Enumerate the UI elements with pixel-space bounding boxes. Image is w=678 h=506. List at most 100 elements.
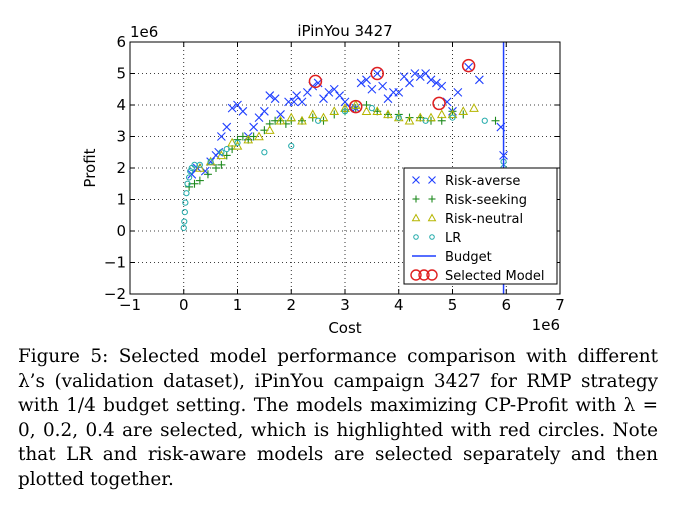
- x-tick-label: 2: [286, 296, 296, 314]
- legend-swatch-risk-neutral: [411, 213, 421, 222]
- risk-averse-point-stroke: [292, 91, 302, 100]
- y-tick-label: 4: [116, 96, 126, 114]
- risk-averse-point-stroke: [259, 106, 269, 116]
- risk-averse-point: [415, 72, 425, 82]
- legend-item-budget: Budget: [412, 250, 492, 265]
- risk-averse-point-stroke: [410, 69, 420, 78]
- risk-averse-point-stroke: [474, 75, 484, 85]
- legend-label-lr: LR: [445, 231, 461, 246]
- y-tick-label: 1: [116, 191, 126, 209]
- risk-averse-point: [383, 94, 393, 104]
- risk-seeking-point: [491, 116, 500, 125]
- y-tick-label: 5: [116, 65, 126, 83]
- risk-averse-point: [302, 88, 312, 97]
- lr-point: [182, 199, 189, 206]
- y-tick-label: 6: [116, 33, 126, 51]
- risk-averse-point-stroke: [421, 69, 431, 78]
- selected-model-point: [308, 74, 323, 89]
- legend-item-risk-averse: Risk-averse: [412, 174, 520, 189]
- risk-averse-point-stroke: [276, 110, 285, 119]
- risk-averse-point: [276, 110, 285, 119]
- risk-averse-point-stroke: [200, 166, 210, 176]
- risk-averse-point-stroke: [297, 97, 307, 107]
- risk-averse-point: [238, 106, 248, 116]
- risk-averse-point-stroke: [372, 69, 382, 78]
- risk-neutral-point: [415, 112, 426, 122]
- y-tick-label: −2: [104, 285, 126, 303]
- risk-averse-point-stroke: [254, 113, 264, 122]
- risk-averse-point: [394, 88, 404, 97]
- risk-neutral-point: [307, 109, 318, 119]
- risk-averse-point-stroke: [383, 94, 393, 104]
- lr-point: [315, 117, 322, 124]
- risk-neutral-point: [243, 134, 254, 144]
- x-tick-label: −1: [119, 296, 141, 314]
- risk-averse-point-stroke: [227, 103, 237, 113]
- y-axis-label: Profit: [81, 148, 99, 187]
- risk-neutral-point: [469, 103, 479, 112]
- selected-model-point: [461, 58, 476, 73]
- risk-averse-point-stroke: [399, 72, 409, 82]
- legend-swatch-risk-averse-stroke: [412, 176, 420, 184]
- legend-item-lr: LR: [413, 231, 461, 246]
- risk-averse-point: [426, 75, 436, 85]
- x-tick-label: 5: [448, 296, 458, 314]
- risk-neutral-point: [372, 106, 383, 115]
- risk-neutral-point: [350, 99, 361, 109]
- y-tick-label: 2: [116, 159, 126, 177]
- risk-averse-point: [367, 84, 377, 94]
- risk-averse-point: [362, 75, 371, 85]
- legend-label-budget: Budget: [445, 250, 492, 265]
- risk-neutral-point: [227, 137, 237, 147]
- lr-point: [341, 108, 349, 115]
- lr-point: [449, 114, 456, 121]
- risk-averse-point-stroke: [453, 88, 463, 97]
- risk-seeking-point: [195, 176, 204, 185]
- risk-averse-point: [319, 94, 328, 104]
- risk-neutral-point: [426, 112, 436, 122]
- legend: Risk-averse Risk-seeking Risk-neutral LR Bud…: [403, 167, 558, 285]
- risk-averse-point-stroke: [437, 81, 447, 91]
- risk-averse-point-stroke: [187, 169, 197, 179]
- lr-point: [196, 161, 203, 168]
- y-axis-multiplier: 1e6: [130, 23, 158, 41]
- risk-neutral-point: [447, 109, 458, 119]
- risk-averse-point-stroke: [265, 91, 275, 100]
- risk-averse-point: [259, 106, 269, 116]
- risk-seeking-point: [212, 164, 220, 172]
- legend-label-risk-seeking: Risk-seeking: [445, 193, 527, 208]
- lr-point: [261, 149, 268, 156]
- lr-point: [181, 209, 188, 216]
- risk-averse-point: [249, 122, 259, 132]
- risk-averse-point-stroke: [367, 84, 377, 94]
- risk-neutral-point: [340, 103, 350, 112]
- risk-averse-point: [340, 97, 350, 107]
- risk-averse-point-stroke: [324, 88, 334, 97]
- x-tick-label: 1: [233, 296, 243, 314]
- risk-averse-point: [378, 81, 388, 91]
- lr-point: [180, 224, 187, 231]
- risk-neutral-point: [404, 115, 415, 125]
- x-tick-label: 3: [340, 296, 350, 314]
- risk-averse-point-stroke: [356, 78, 366, 88]
- risk-averse-point: [437, 81, 447, 91]
- risk-averse-point-stroke: [394, 88, 404, 97]
- y-tick-label: −1: [104, 254, 126, 272]
- risk-seeking-point: [185, 182, 194, 191]
- risk-averse-point-stroke: [238, 106, 248, 116]
- risk-averse-point-stroke: [464, 62, 474, 72]
- risk-averse-point-stroke: [362, 75, 371, 85]
- selected-model-point: [370, 66, 384, 81]
- risk-averse-point-stroke: [329, 84, 339, 94]
- legend-label-risk-averse: Risk-averse: [445, 174, 520, 189]
- x-axis-multiplier: 1e6: [532, 316, 560, 334]
- risk-neutral-point: [264, 125, 275, 134]
- legend-swatch-risk-seeking: [428, 195, 436, 203]
- risk-neutral-point: [286, 112, 297, 122]
- risk-neutral-point: [383, 109, 393, 119]
- risk-averse-point-stroke: [335, 91, 345, 100]
- x-tick-label: 7: [555, 296, 565, 314]
- risk-averse-point: [270, 94, 280, 104]
- risk-averse-point-stroke: [415, 72, 425, 82]
- risk-neutral-point: [329, 106, 340, 115]
